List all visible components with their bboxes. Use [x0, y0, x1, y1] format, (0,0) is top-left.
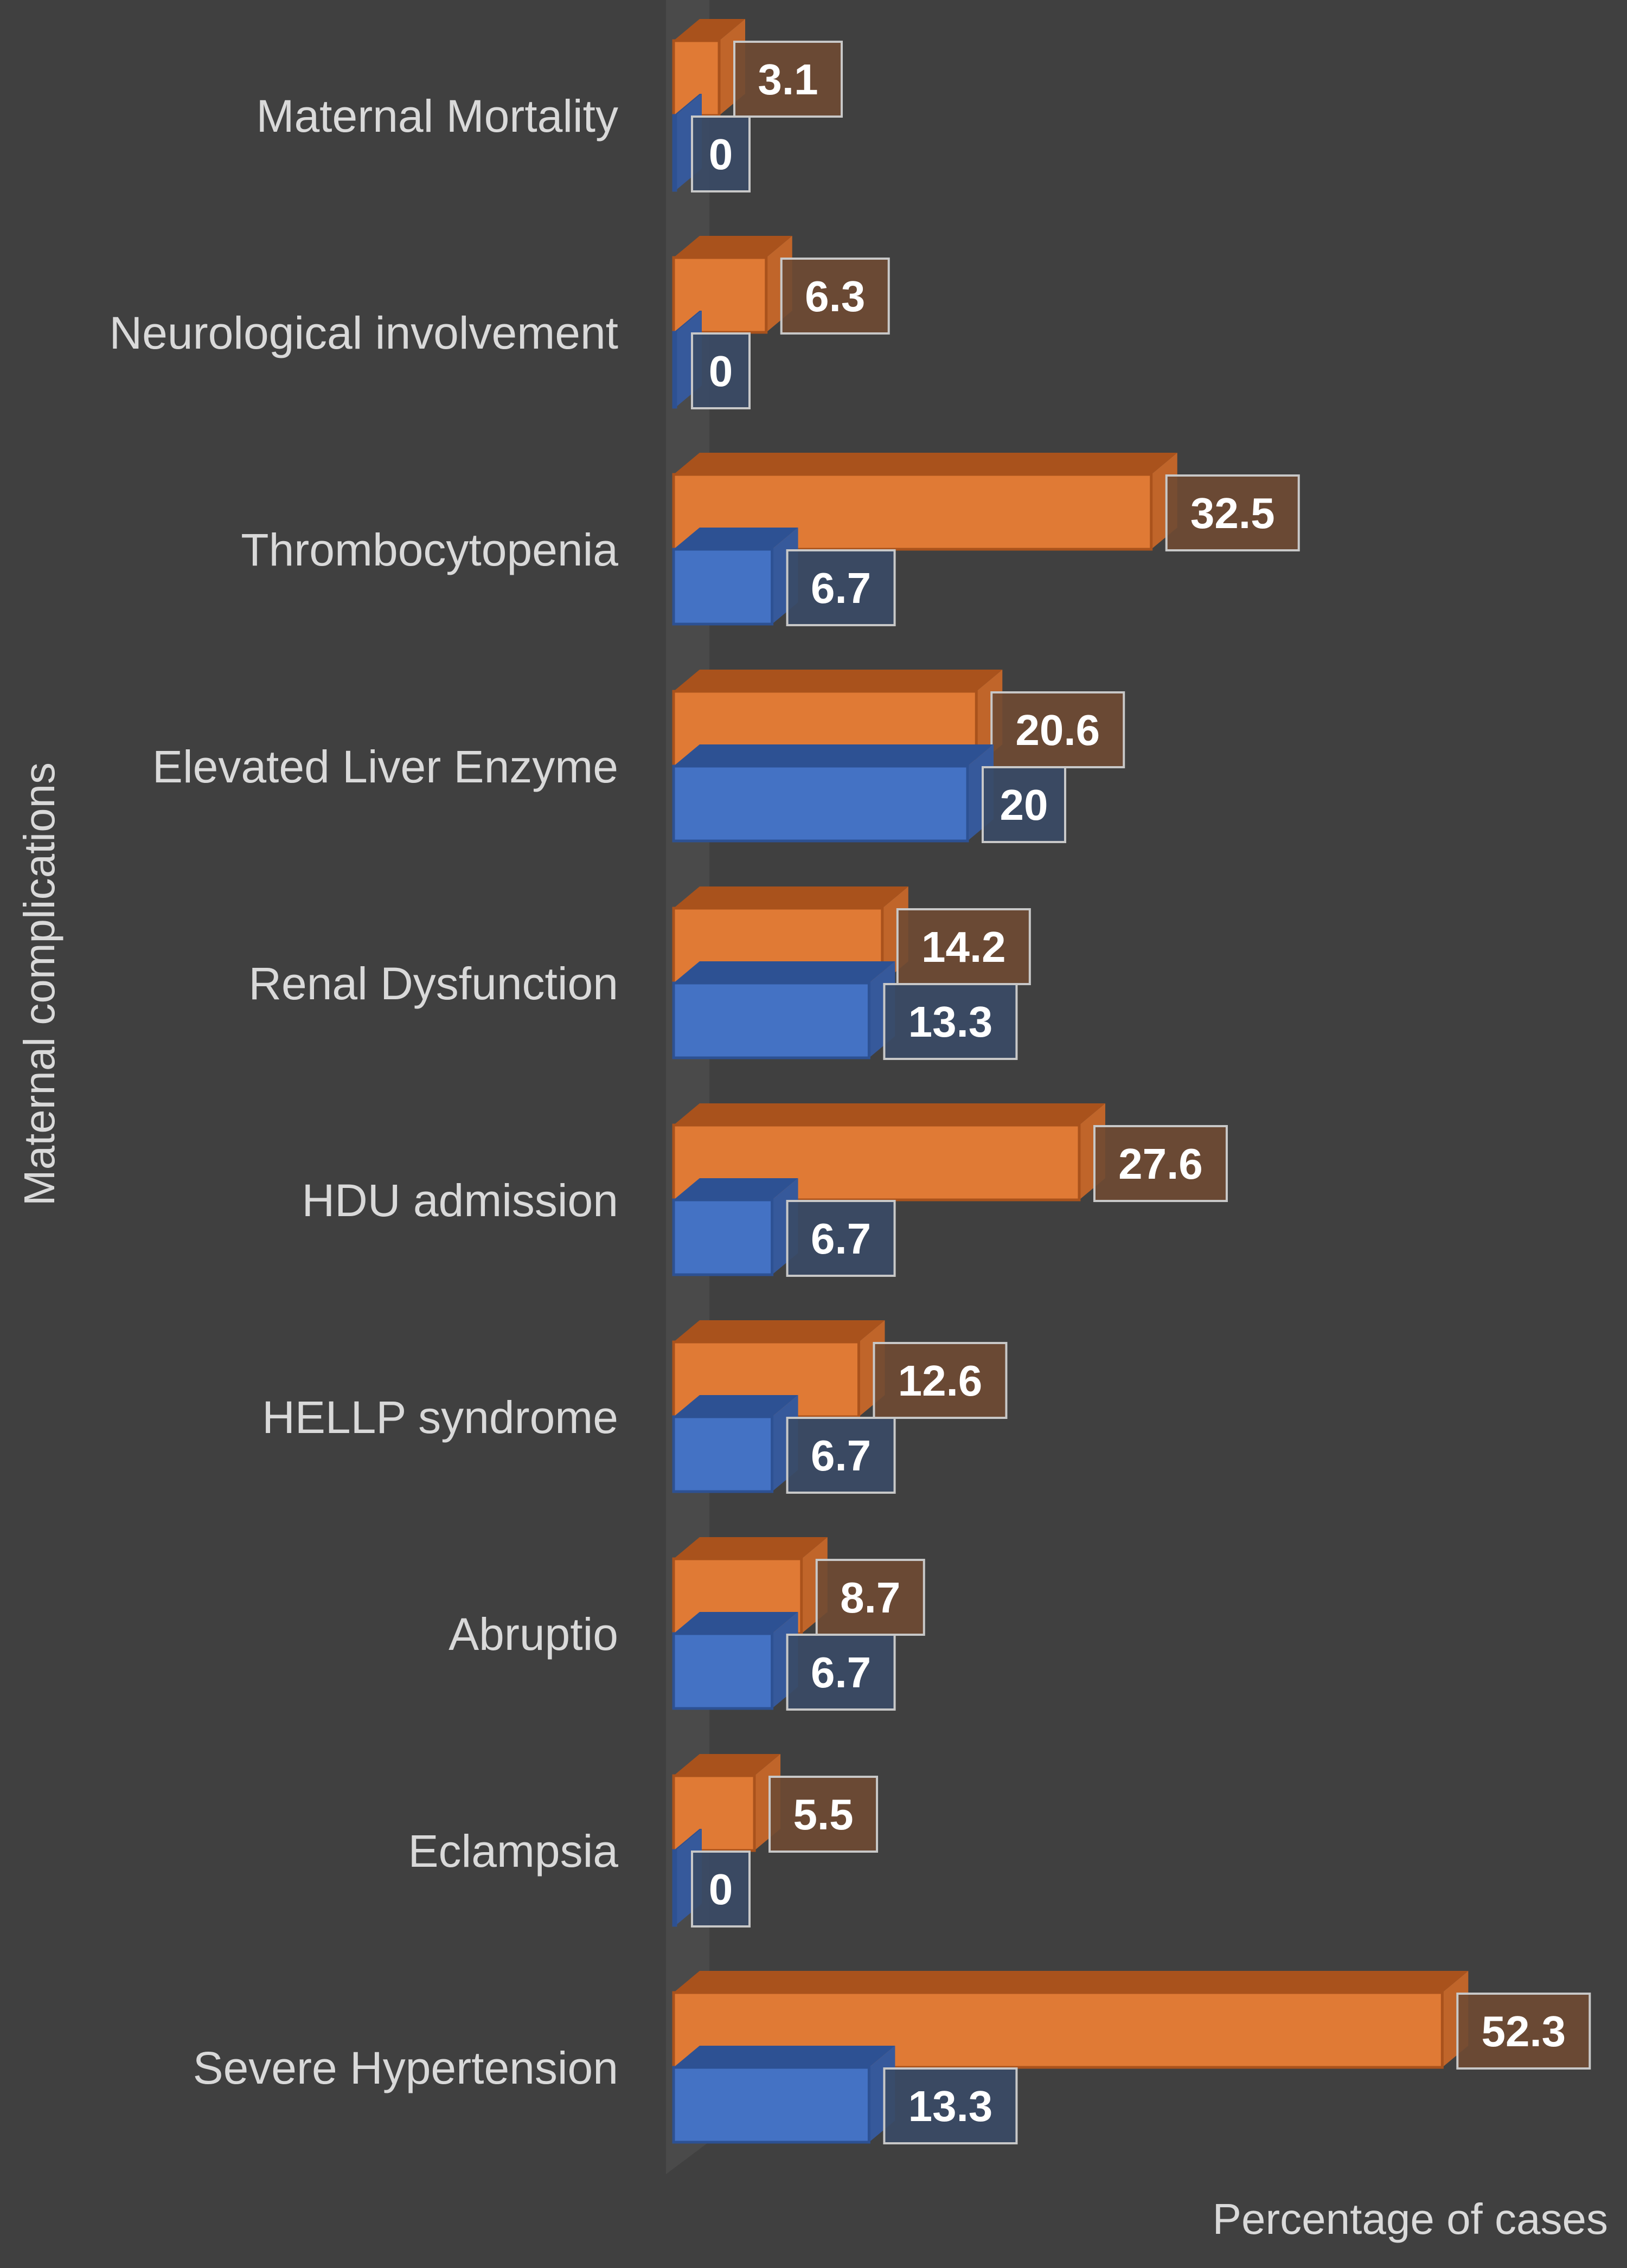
data-label-box: [815, 1559, 925, 1636]
data-label: 20: [1000, 781, 1048, 829]
data-label-box: [780, 258, 890, 335]
bar-top: [674, 744, 994, 766]
data-label-box: [786, 1634, 896, 1711]
data-label: 6.7: [811, 1215, 871, 1263]
data-label-box: [896, 908, 1031, 985]
category-label: Abruptio: [449, 1609, 618, 1660]
data-label: 13.3: [908, 2082, 993, 2130]
data-label-box: [786, 1417, 896, 1494]
bar: [672, 1774, 756, 1852]
bar-top: [674, 1395, 798, 1417]
bar-top: [674, 1537, 828, 1559]
data-label-box: [691, 332, 751, 409]
bar: [672, 1632, 774, 1710]
x-axis-title: Percentage of cases: [1213, 2195, 1608, 2243]
bar-top: [674, 1320, 885, 1342]
y-axis-title: Maternal complications: [15, 762, 63, 1206]
bar-top: [674, 1612, 798, 1634]
bar-top: [674, 236, 792, 258]
category-label: Neurological involvement: [110, 307, 618, 358]
bar-top: [674, 1754, 781, 1776]
data-label: 52.3: [1481, 2007, 1566, 2055]
bar-top: [674, 1971, 1469, 1993]
data-label: 32.5: [1190, 489, 1275, 537]
bar-top: [674, 311, 702, 332]
data-label: 0: [709, 130, 733, 178]
bar: [672, 548, 774, 626]
category-label: HELLP syndrome: [262, 1392, 618, 1443]
data-label-box: [873, 1342, 1008, 1419]
data-label-box: [733, 41, 843, 118]
data-label-box: [883, 983, 1018, 1060]
data-label-box: [1093, 1125, 1228, 1202]
category-label: Maternal Mortality: [256, 91, 618, 142]
data-label: 6.7: [811, 1431, 871, 1480]
category-label: Severe Hypertension: [193, 2042, 618, 2093]
data-label-box: [786, 549, 896, 626]
data-label: 13.3: [908, 998, 993, 1046]
data-label-box: [1456, 1993, 1591, 2070]
bar-top: [674, 453, 1177, 474]
bar-top: [674, 886, 908, 908]
bar-top: [674, 1829, 702, 1851]
data-label-box: [1165, 474, 1300, 551]
bar: [672, 1415, 774, 1493]
data-label-box: [768, 1776, 879, 1853]
data-label-box: [691, 1851, 751, 1928]
bar: [672, 1849, 677, 1927]
data-label: 20.6: [1015, 706, 1100, 754]
data-label: 27.6: [1118, 1140, 1203, 1188]
data-label: 6.7: [811, 1648, 871, 1697]
data-label: 0: [709, 1865, 733, 1913]
bar: [672, 2066, 870, 2144]
data-label-box: [883, 2067, 1018, 2144]
bar: [672, 764, 969, 843]
category-label: HDU admission: [302, 1175, 619, 1226]
data-label: 6.3: [805, 272, 865, 320]
bar-top: [674, 19, 746, 41]
data-label: 3.1: [758, 55, 818, 104]
bar: [672, 1198, 774, 1276]
category-label: Elevated Liver Enzyme: [152, 741, 618, 792]
data-label: 12.6: [898, 1357, 983, 1405]
data-label: 14.2: [921, 923, 1006, 971]
bar: [672, 331, 677, 409]
data-label: 5.5: [793, 1790, 853, 1839]
data-label: 6.7: [811, 564, 871, 612]
category-label: Renal Dysfunction: [248, 958, 618, 1009]
bar-top: [674, 2046, 895, 2067]
data-label: 8.7: [840, 1573, 900, 1622]
bar: [672, 981, 870, 1059]
bar-top: [674, 961, 895, 983]
bar-top: [674, 528, 798, 549]
data-label-box: [786, 1200, 896, 1277]
bar-top: [674, 94, 702, 115]
bar-top: [674, 1103, 1105, 1125]
data-label-box: [982, 766, 1066, 843]
bar: [672, 114, 677, 192]
category-label: Eclampsia: [408, 1826, 619, 1877]
data-label-box: [691, 115, 751, 192]
data-label: 0: [709, 347, 733, 395]
category-label: Thrombocytopenia: [241, 524, 618, 575]
bar-top: [674, 670, 1003, 691]
bar-top: [674, 1178, 798, 1200]
